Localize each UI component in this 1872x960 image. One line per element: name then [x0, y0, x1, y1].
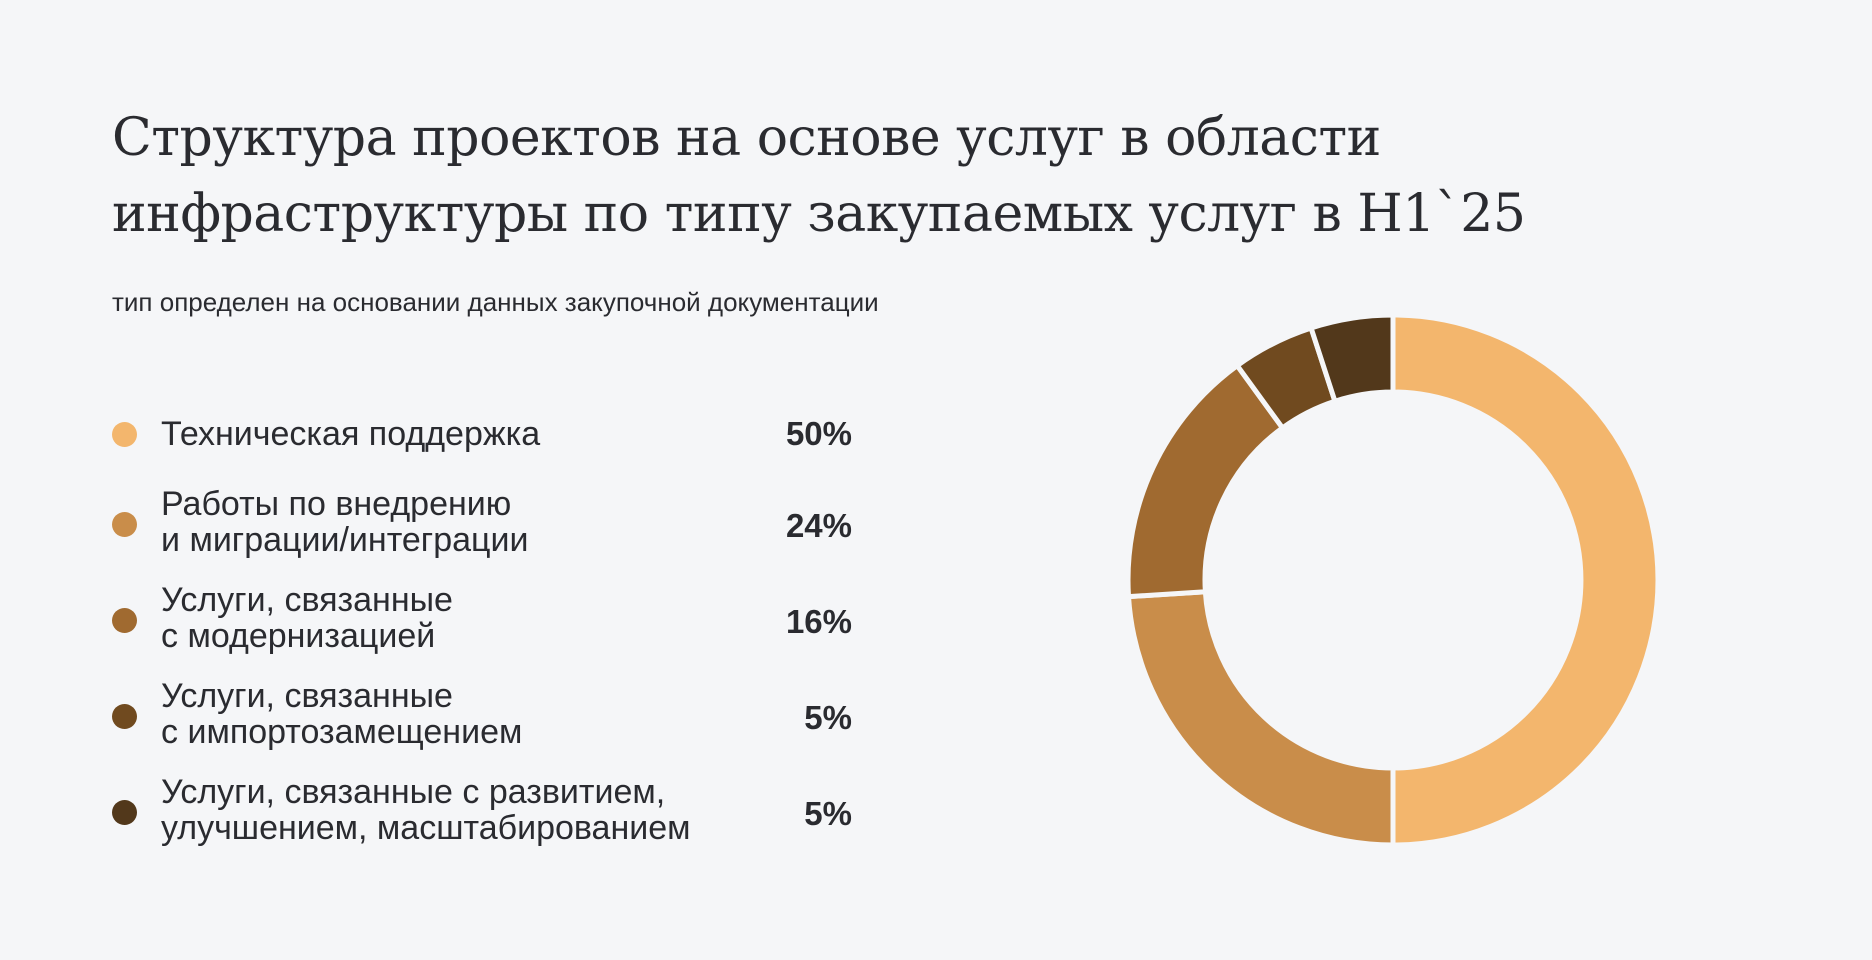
- chart-title-line-1: Структура проектов на основе услуг в обл…: [112, 108, 1381, 168]
- legend-label-line: Услуги, связанные: [161, 677, 453, 715]
- legend-label-line: улучшением, масштабированием: [161, 809, 691, 847]
- legend-label-line: Услуги, связанные: [161, 581, 453, 619]
- donut-slice-development: [1307, 312, 1396, 405]
- legend-value-development: 5%: [804, 795, 852, 832]
- legend-label-tech-support: Техническая поддержка: [161, 416, 540, 452]
- legend-item-import-substitution: Услуги, связанные с импортозамещением 5%: [112, 676, 852, 756]
- legend-dot-implementation: [112, 512, 137, 537]
- legend-item-modernization: Услуги, связанные с модернизацией 16%: [112, 580, 852, 660]
- legend-dot-modernization: [112, 608, 137, 633]
- legend-label-modernization: Услуги, связанные с модернизацией: [161, 582, 453, 654]
- chart-title: Структура проектов на основе услуг в обл…: [112, 100, 1612, 252]
- legend-label-import-substitution: Услуги, связанные с импортозамещением: [161, 678, 522, 750]
- legend-item-development: Услуги, связанные с развитием, улучшение…: [112, 772, 852, 852]
- legend-value-tech-support: 50%: [785, 415, 852, 452]
- legend-label-line: с модернизацией: [161, 617, 436, 655]
- legend-label-implementation: Работы по внедрению и миграции/интеграци…: [161, 486, 528, 558]
- legend-label-line: Услуги, связанные с развитием,: [161, 773, 666, 811]
- chart-subtitle: тип определен на основании данных закупо…: [112, 287, 879, 317]
- legend-dot-import-substitution: [112, 704, 137, 729]
- legend-value-implementation: 24%: [785, 507, 852, 544]
- legend-dot-tech-support: [112, 422, 137, 447]
- legend-label-line: Работы по внедрению: [161, 485, 512, 523]
- donut-slice-modernization: [1125, 362, 1286, 600]
- donut-chart: [1125, 312, 1661, 848]
- donut-slice-implementation: [1125, 589, 1396, 848]
- donut-slice-tech-support: [1390, 312, 1661, 848]
- legend-label-line: Техническая поддержка: [161, 415, 541, 453]
- legend-value-import-substitution: 5%: [804, 699, 852, 736]
- legend-label-line: и миграции/интеграции: [161, 521, 529, 559]
- chart-title-line-2: инфраструктуры по типу закупаемых услуг …: [112, 184, 1526, 244]
- legend-item-implementation: Работы по внедрению и миграции/интеграци…: [112, 484, 852, 564]
- legend-value-modernization: 16%: [785, 603, 852, 640]
- legend-item-tech-support: Техническая поддержка 50%: [112, 396, 852, 476]
- legend-label-line: с импортозамещением: [161, 713, 523, 751]
- legend-label-development: Услуги, связанные с развитием, улучшение…: [161, 774, 691, 846]
- legend-dot-development: [112, 800, 137, 825]
